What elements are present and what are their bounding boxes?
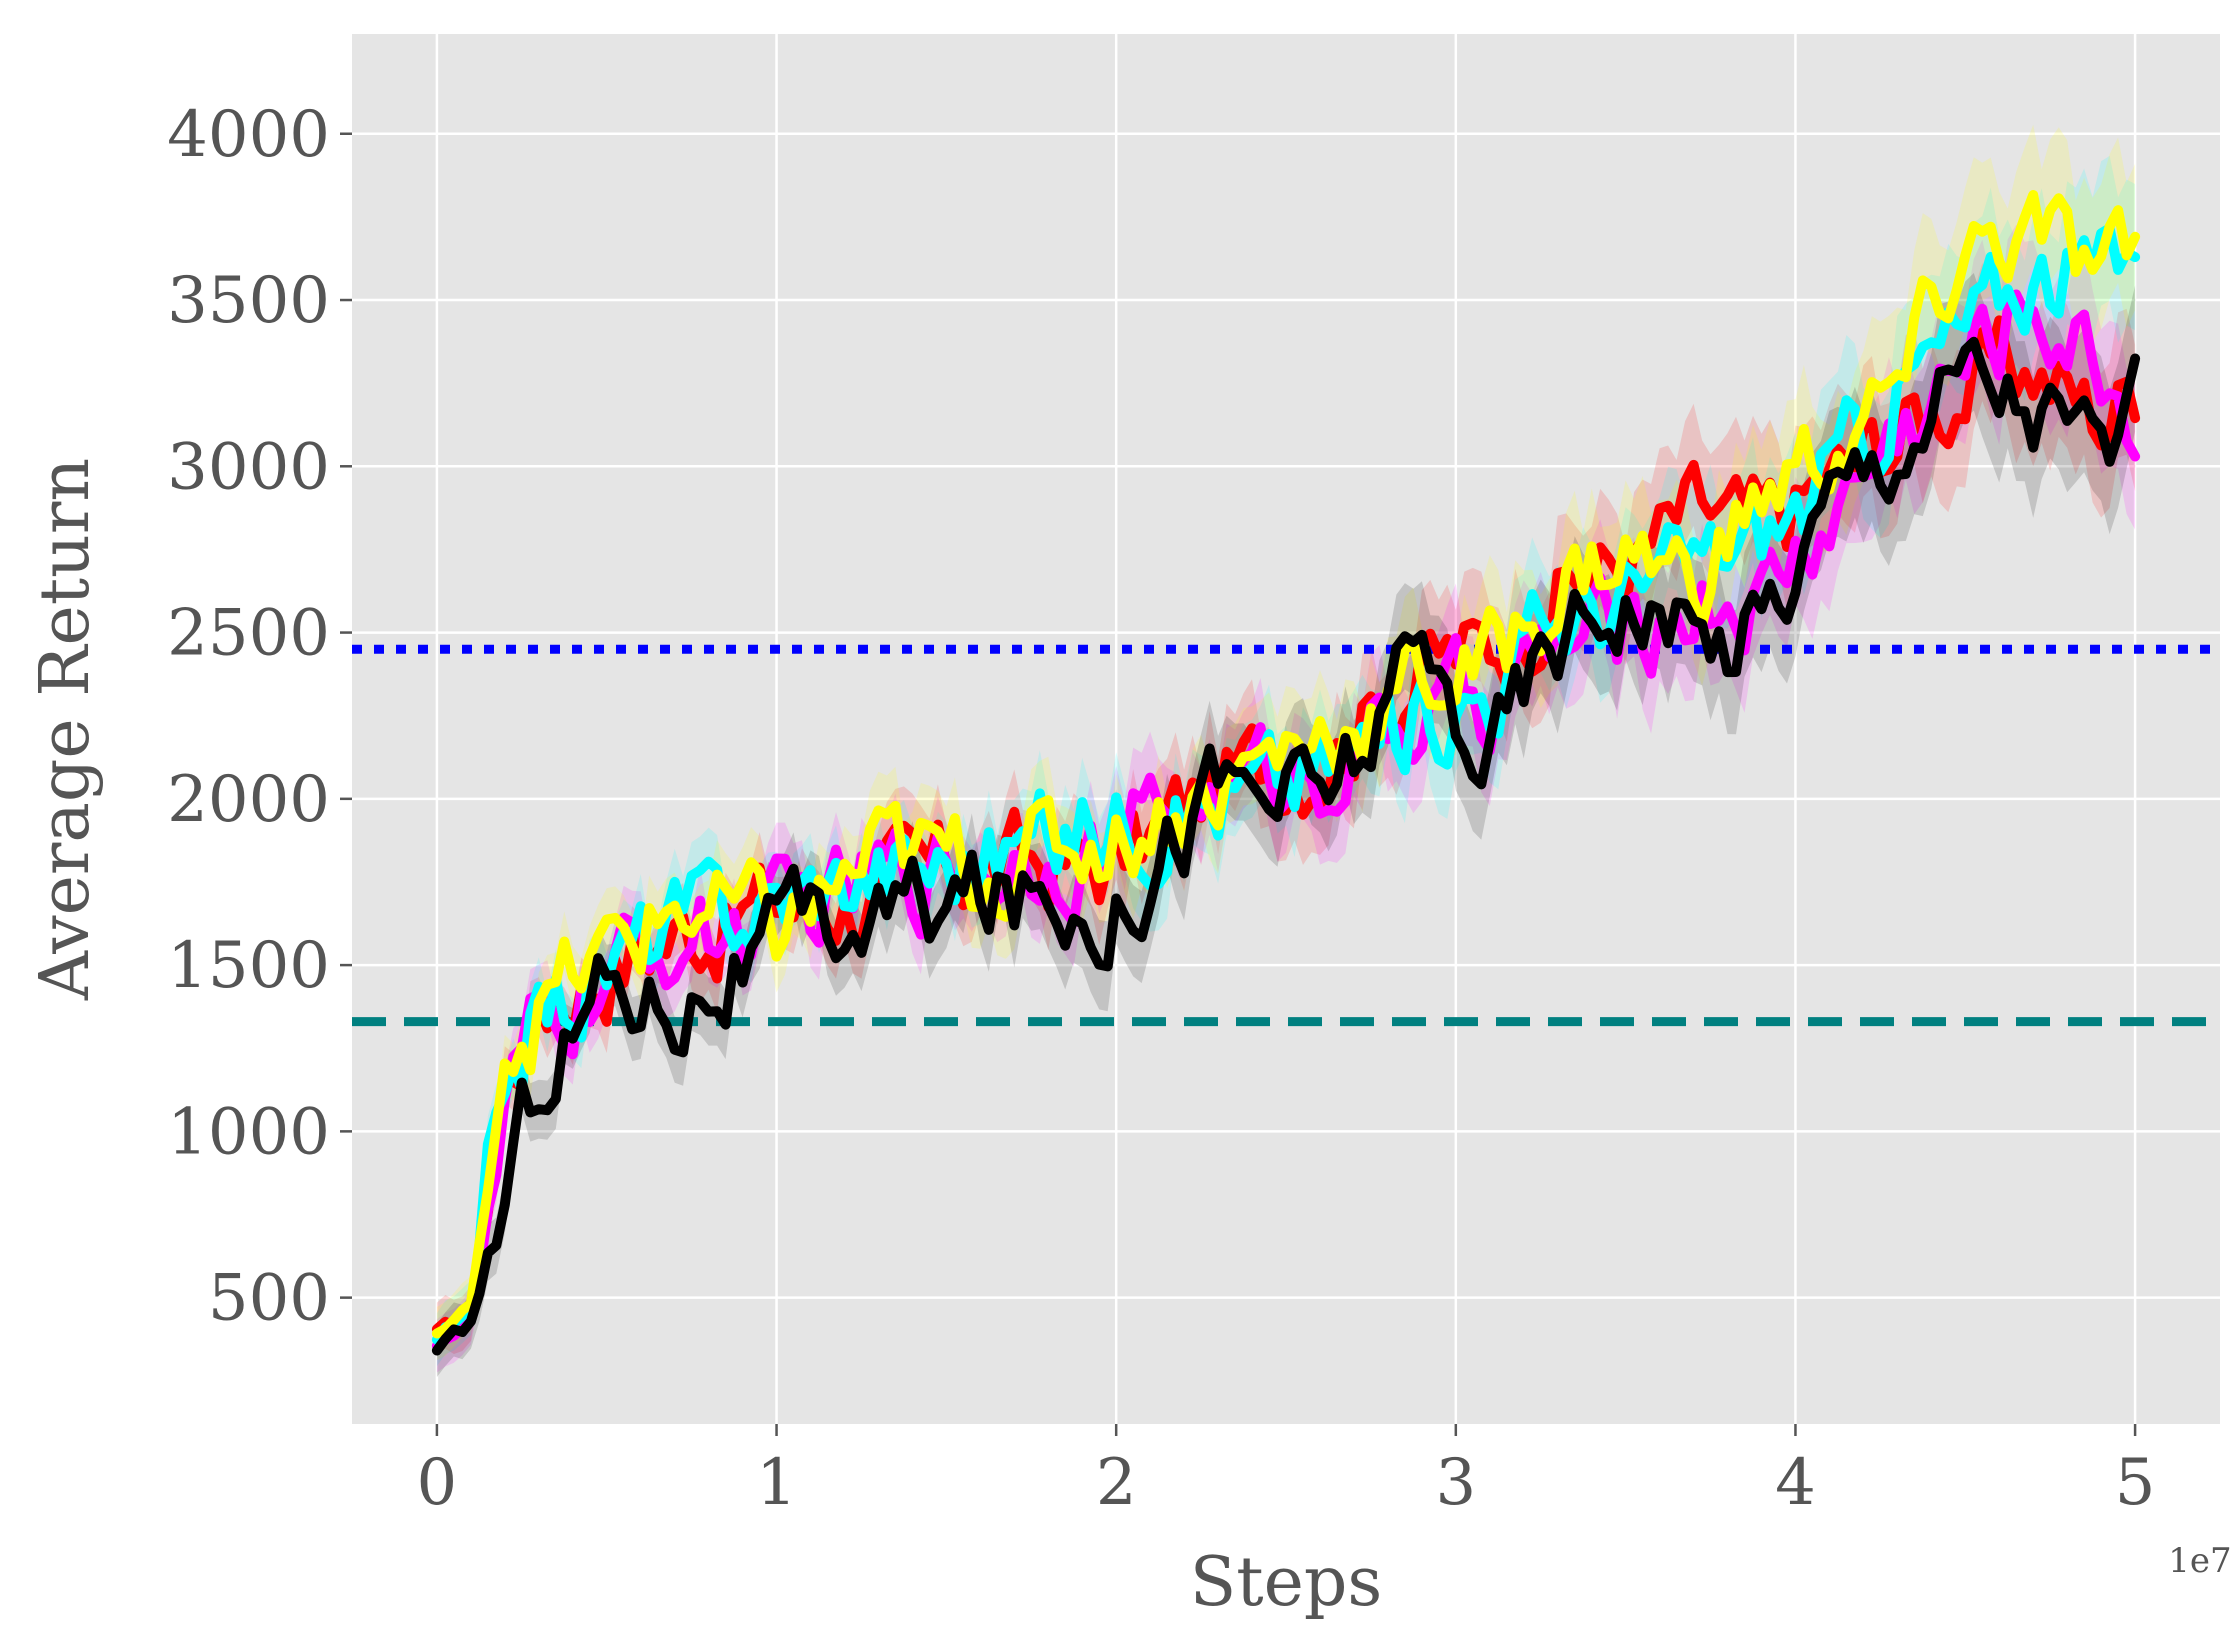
y-tick-label: 3500 <box>167 264 330 338</box>
y-tick-label: 1500 <box>167 929 330 1003</box>
x-tick-label: 3 <box>1435 1446 1476 1520</box>
x-tick-label: 4 <box>1775 1446 1816 1520</box>
y-tick-label: 500 <box>208 1262 330 1336</box>
x-axis-label: Steps <box>1190 1543 1383 1622</box>
x-tick-label: 5 <box>2115 1446 2156 1520</box>
plot-area <box>352 34 2220 1424</box>
series-line <box>431 336 2141 1356</box>
y-axis-label: Average Return <box>26 458 105 1001</box>
x-tick-label: 2 <box>1096 1446 1137 1520</box>
series-line <box>431 289 2141 1351</box>
series-line <box>431 190 2141 1339</box>
x-tick-label: 0 <box>417 1446 458 1520</box>
y-tick-label: 3000 <box>167 430 330 504</box>
x-tick-label: 1 <box>756 1446 797 1520</box>
y-tick-label: 4000 <box>167 98 330 172</box>
y-tick-label: 1000 <box>167 1095 330 1169</box>
series-band <box>436 273 2136 1378</box>
y-tick-label: 2500 <box>167 597 330 671</box>
y-tick-label: 2000 <box>167 763 330 837</box>
x-axis-offset-label: 1e7 <box>2168 1541 2231 1581</box>
